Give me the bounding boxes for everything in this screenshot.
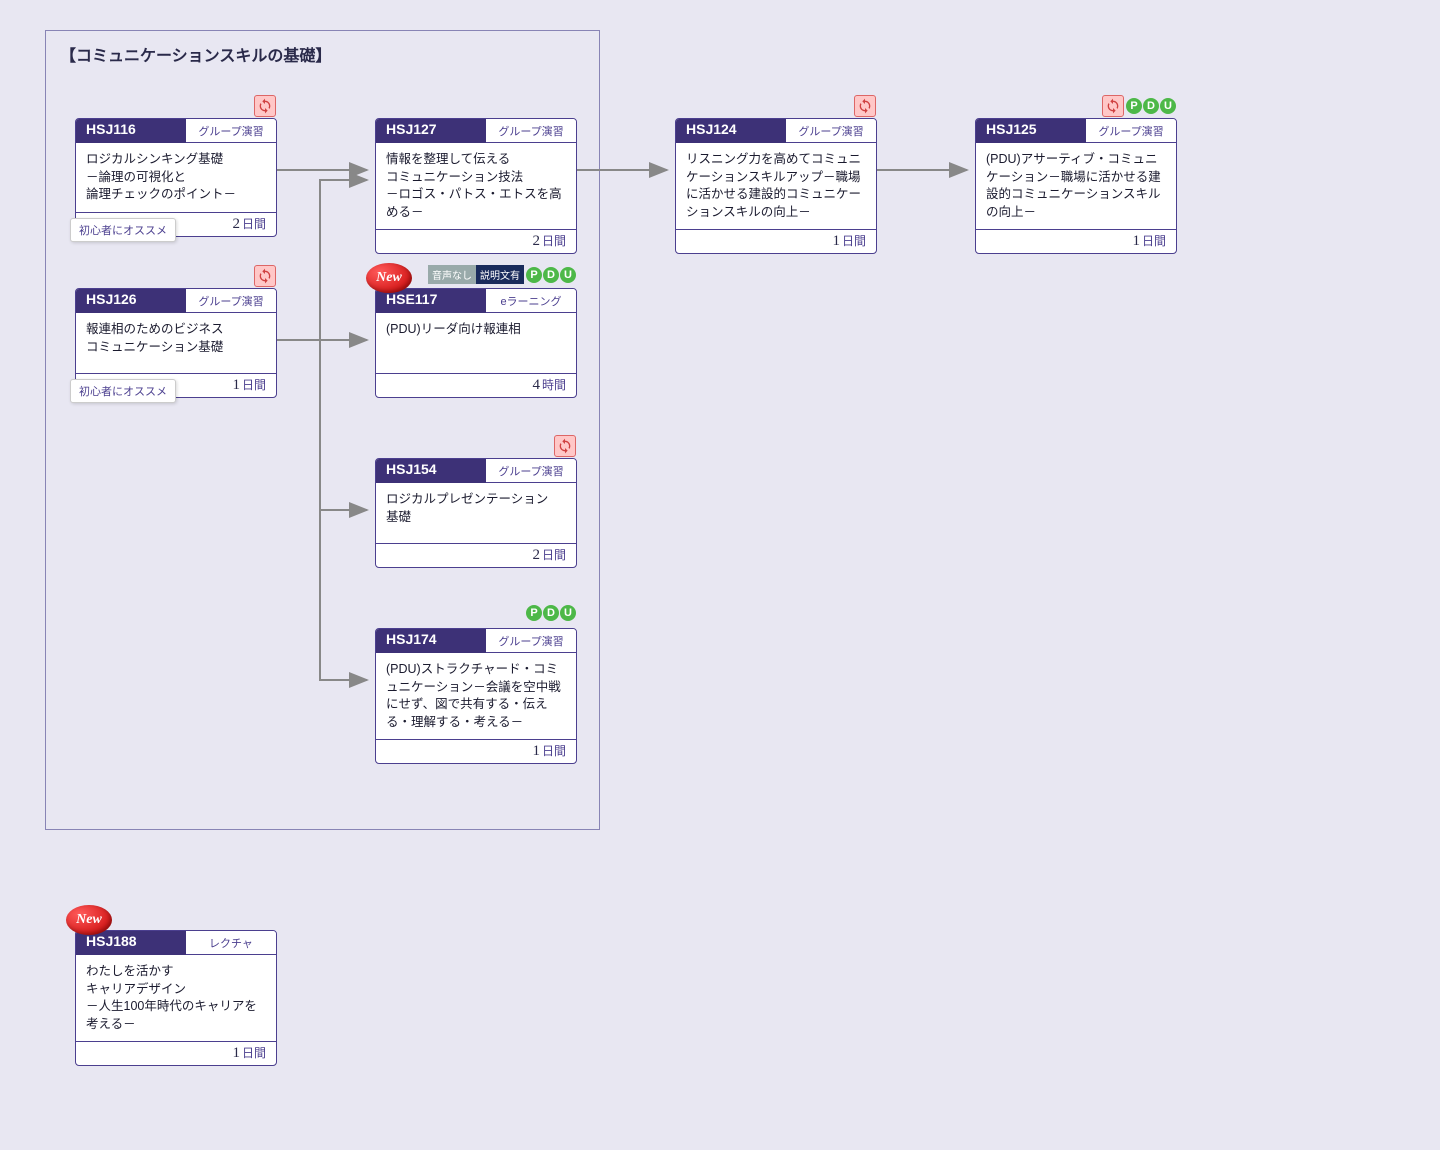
course-tag: グループ演習 (486, 629, 576, 653)
duration-value: 4 (532, 377, 540, 393)
course-code: HSJ126 (76, 289, 186, 313)
duration-unit: 日間 (542, 548, 566, 562)
card-header: HSJ174グループ演習 (376, 629, 576, 653)
card-footer: 1日間 (976, 229, 1176, 253)
refresh-icon (554, 435, 576, 457)
course-code: HSJ174 (376, 629, 486, 653)
duration-unit: 日間 (242, 217, 266, 231)
card-header: HSJ125グループ演習 (976, 119, 1176, 143)
duration-value: 2 (232, 216, 240, 232)
course-code: HSJ116 (76, 119, 186, 143)
badge-row: PDU (1102, 95, 1176, 117)
pdu-badge: PDU (526, 267, 576, 283)
card-header: HSE117eラーニング (376, 289, 576, 313)
course-tag: グループ演習 (186, 289, 276, 313)
course-title: (PDU)リーダ向け報連相 (376, 313, 576, 373)
group-title: 【コミュニケーションスキルの基礎】 (60, 42, 331, 66)
course-card-hsj124[interactable]: HSJ124グループ演習リスニング力を高めてコミュニケーションスキルアップ－職場… (675, 118, 877, 254)
course-title: 報連相のためのビジネスコミュニケーション基礎 (76, 313, 276, 373)
course-tag: グループ演習 (486, 459, 576, 483)
badge-row: 音声なし説明文有PDU (428, 265, 576, 284)
beginner-badge: 初心者にオススメ (70, 218, 176, 242)
course-title: わたしを活かすキャリアデザイン－人生100年時代のキャリアを考える－ (76, 955, 276, 1041)
refresh-icon (1102, 95, 1124, 117)
card-header: HSJ154グループ演習 (376, 459, 576, 483)
card-header: HSJ127グループ演習 (376, 119, 576, 143)
badge-row (554, 435, 576, 457)
duration-unit: 時間 (542, 378, 566, 392)
course-tag: グループ演習 (186, 119, 276, 143)
course-tag: グループ演習 (786, 119, 876, 143)
course-code: HSJ124 (676, 119, 786, 143)
course-card-hsj116[interactable]: HSJ116グループ演習ロジカルシンキング基礎－論理の可視化と論理チェックのポイ… (75, 118, 277, 237)
card-footer: 1日間 (676, 229, 876, 253)
duration-value: 1 (532, 743, 540, 759)
duration-unit: 日間 (542, 234, 566, 248)
duration-value: 1 (232, 1045, 240, 1061)
badge-row (254, 265, 276, 287)
course-card-hse117[interactable]: 音声なし説明文有PDUNewHSE117eラーニング(PDU)リーダ向け報連相4… (375, 288, 577, 398)
refresh-icon (854, 95, 876, 117)
card-header: HSJ124グループ演習 (676, 119, 876, 143)
course-card-hsj188[interactable]: NewHSJ188レクチャわたしを活かすキャリアデザイン－人生100年時代のキャ… (75, 930, 277, 1066)
card-footer: 2日間 (376, 543, 576, 567)
duration-value: 1 (232, 377, 240, 393)
course-code: HSJ127 (376, 119, 486, 143)
card-header: HSJ126グループ演習 (76, 289, 276, 313)
duration-unit: 日間 (1142, 234, 1166, 248)
refresh-icon (254, 95, 276, 117)
new-badge: New (366, 263, 412, 293)
duration-unit: 日間 (842, 234, 866, 248)
course-tag: eラーニング (486, 289, 576, 313)
course-code: HSJ125 (976, 119, 1086, 143)
duration-value: 2 (532, 547, 540, 563)
course-card-hsj174[interactable]: PDUHSJ174グループ演習(PDU)ストラクチャード・コミュニケーション－会… (375, 628, 577, 764)
duration-value: 1 (1132, 233, 1140, 249)
course-tag: グループ演習 (486, 119, 576, 143)
pdu-badge: PDU (526, 605, 576, 621)
course-title: リスニング力を高めてコミュニケーションスキルアップ－職場に活かせる建設的コミュニ… (676, 143, 876, 229)
pdu-badge: PDU (1126, 98, 1176, 114)
course-tag: グループ演習 (1086, 119, 1176, 143)
new-badge: New (66, 905, 112, 935)
duration-unit: 日間 (542, 744, 566, 758)
duration-value: 1 (832, 233, 840, 249)
course-card-hsj125[interactable]: PDUHSJ125グループ演習(PDU)アサーティブ・コミュニケーション－職場に… (975, 118, 1177, 254)
card-footer: 1日間 (76, 1041, 276, 1065)
course-code: HSJ154 (376, 459, 486, 483)
card-footer: 4時間 (376, 373, 576, 397)
badge-row: PDU (526, 605, 576, 621)
duration-value: 2 (532, 233, 540, 249)
course-title: ロジカルプレゼンテーション基礎 (376, 483, 576, 543)
badge-row (854, 95, 876, 117)
course-title: 情報を整理して伝えるコミュニケーション技法－ロゴス・パトス・エトスを高める－ (376, 143, 576, 229)
beginner-badge: 初心者にオススメ (70, 379, 176, 403)
duration-unit: 日間 (242, 1046, 266, 1060)
duration-unit: 日間 (242, 378, 266, 392)
refresh-icon (254, 265, 276, 287)
card-header: HSJ188レクチャ (76, 931, 276, 955)
card-header: HSJ116グループ演習 (76, 119, 276, 143)
badge-row (254, 95, 276, 117)
course-card-hsj126[interactable]: HSJ126グループ演習報連相のためのビジネスコミュニケーション基礎1日間初心者… (75, 288, 277, 398)
card-footer: 1日間初心者にオススメ (76, 373, 276, 397)
course-title: (PDU)アサーティブ・コミュニケーション－職場に活かせる建設的コミュニケーショ… (976, 143, 1176, 229)
card-footer: 1日間 (376, 739, 576, 763)
card-footer: 2日間初心者にオススメ (76, 212, 276, 236)
course-title: (PDU)ストラクチャード・コミュニケーション－会議を空中戦にせず、図で共有する… (376, 653, 576, 739)
course-card-hsj127[interactable]: HSJ127グループ演習情報を整理して伝えるコミュニケーション技法－ロゴス・パト… (375, 118, 577, 254)
course-title: ロジカルシンキング基礎－論理の可視化と論理チェックのポイント－ (76, 143, 276, 212)
audio-badge: 音声なし説明文有 (428, 265, 524, 284)
course-card-hsj154[interactable]: HSJ154グループ演習ロジカルプレゼンテーション基礎2日間 (375, 458, 577, 568)
card-footer: 2日間 (376, 229, 576, 253)
course-tag: レクチャ (186, 931, 276, 955)
